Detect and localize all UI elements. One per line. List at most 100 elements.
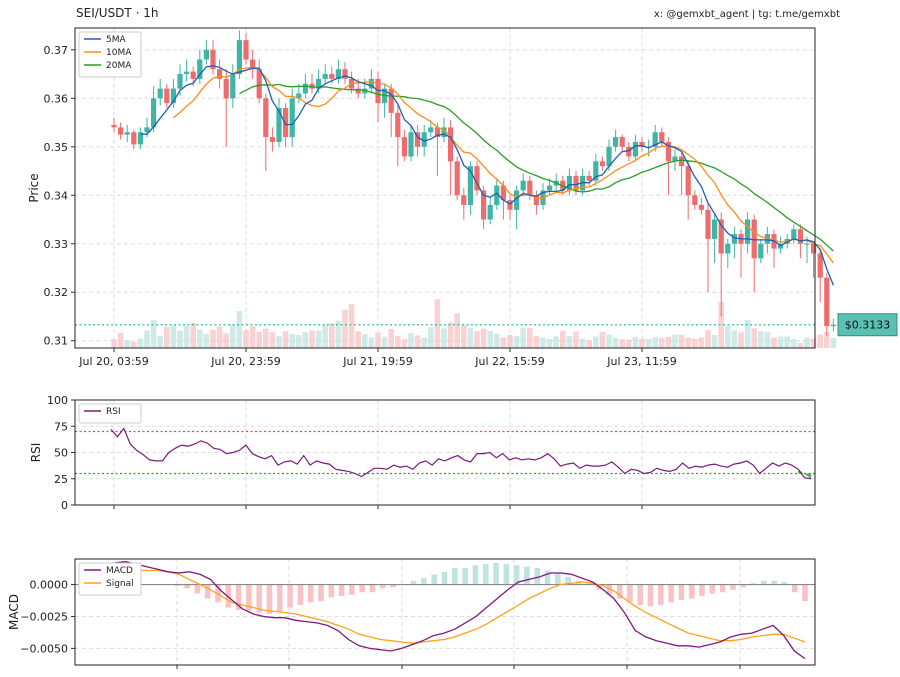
volume-bar (408, 333, 414, 348)
price-xtick-label: Jul 20, 03:59 (78, 355, 148, 368)
volume-bar (111, 339, 117, 348)
macd-histogram-bar (318, 584, 324, 602)
volume-bar (467, 328, 474, 348)
macd-histogram-bar (194, 584, 201, 594)
volume-bar (533, 335, 540, 348)
macd-histogram-bar (184, 584, 190, 589)
macd-histogram-bar (256, 584, 262, 613)
ma5-line (140, 65, 835, 286)
volume-bar (474, 331, 480, 348)
candle-body (296, 93, 302, 99)
candle-body (547, 185, 553, 191)
rsi-legend (78, 403, 142, 424)
macd-histogram-bar (647, 584, 654, 607)
candle-body (157, 88, 163, 99)
volume-bar (289, 334, 295, 348)
rsi-line (110, 427, 812, 480)
volume-bar (751, 328, 757, 348)
volume-bar (685, 337, 691, 348)
volume-bar (546, 339, 553, 348)
candle-body (474, 166, 480, 191)
candle-body (322, 74, 328, 79)
candle-body (652, 132, 658, 147)
macd-histogram-bar (761, 580, 767, 585)
volume-bar (507, 334, 513, 348)
volume-bar (454, 313, 460, 348)
macd-histogram-bar (225, 584, 232, 608)
macd-histogram-bar (513, 565, 520, 585)
candle-body (362, 88, 368, 94)
candle-body (659, 132, 665, 142)
legend-label-10ma: 10MA (106, 48, 132, 58)
volume-bar (183, 326, 190, 348)
price-xtick-label: Jul 21, 19:59 (342, 355, 412, 368)
candle-body (830, 324, 836, 327)
candle-body (672, 156, 678, 162)
volume-bar (626, 339, 632, 348)
candle-body (164, 88, 170, 104)
candle-body (118, 127, 124, 135)
volume-bar (718, 302, 724, 348)
volume-bar (540, 337, 546, 348)
price-ytick-label: 0.35 (44, 141, 69, 154)
volume-bar (177, 330, 183, 348)
candle-body (500, 185, 506, 201)
candle-body (613, 137, 619, 147)
volume-bar (164, 326, 170, 348)
candle-body (151, 98, 157, 128)
macd-histogram-bar (431, 574, 438, 585)
volume-bar (256, 331, 262, 348)
volume-bar (824, 332, 830, 348)
volume-bar (342, 309, 348, 348)
candle-body (639, 141, 645, 147)
macd-histogram-bar (678, 584, 685, 600)
macd-histogram-bar (524, 566, 530, 585)
macd-ytick-label: −0.0050 (20, 642, 68, 655)
legend-label-5ma: 5MA (106, 35, 126, 45)
volume-bar (639, 338, 645, 348)
volume-bar (817, 334, 823, 348)
macd-histogram-bar (472, 565, 479, 585)
volume-bar (659, 337, 665, 348)
volume-bar (810, 338, 817, 348)
macd-histogram-bar (338, 584, 345, 597)
candle-body (283, 108, 289, 138)
macd-histogram-bar (544, 570, 551, 585)
candle-body (731, 234, 737, 244)
candle-body (335, 69, 341, 79)
candle-body (388, 88, 394, 113)
macd-histogram-bar (349, 584, 355, 595)
volume-bar (421, 337, 427, 348)
volume-bar (461, 325, 467, 348)
volume-bar (513, 335, 520, 348)
macd-histogram-bar (482, 564, 489, 585)
candle-body (698, 204, 704, 210)
candle-body (487, 204, 493, 220)
volume-bar (573, 331, 579, 348)
volume-bar (441, 328, 447, 348)
volume-bar (434, 299, 441, 348)
volume-bar (698, 337, 705, 348)
volume-bar (599, 332, 606, 348)
candle-body (566, 175, 572, 191)
ma20-line (239, 83, 834, 252)
candle-body (507, 200, 513, 210)
volume-bar (210, 329, 216, 348)
legend-label-rsi: RSI (106, 407, 121, 417)
legend-label-20ma: 20MA (106, 61, 132, 71)
volume-bar (777, 336, 784, 348)
volume-bar (150, 320, 157, 348)
price-xtick-label: Jul 23, 11:59 (606, 355, 676, 368)
volume-bar (223, 333, 229, 348)
macd-histogram-bar (658, 584, 664, 605)
volume-bar (236, 311, 243, 348)
last-price-label: $0.3133 (845, 319, 891, 332)
rsi-ytick-label: 0 (61, 499, 68, 512)
price-ylabel: Price (27, 173, 41, 202)
ma10-line (172, 67, 834, 264)
candle-body (289, 98, 295, 138)
candle-body (223, 78, 229, 99)
volume-bar (447, 322, 454, 348)
volume-bar (553, 336, 559, 348)
